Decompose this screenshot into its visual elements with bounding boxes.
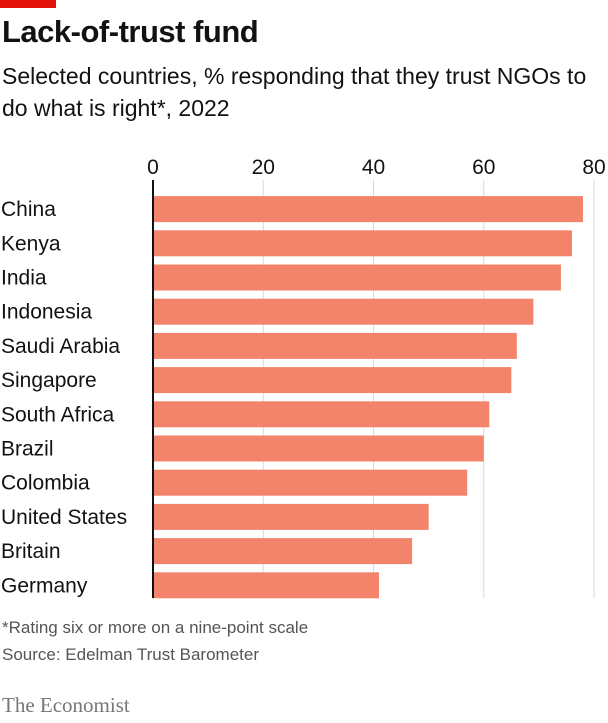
economist-logo: The Economist [2,693,130,717]
category-label: Brazil [1,438,54,461]
tick-label: 40 [362,156,385,179]
category-label: Singapore [1,369,97,392]
accent-bar [0,0,56,8]
tick-label: 60 [472,156,495,179]
bar [153,230,572,257]
category-label: Britain [1,540,61,563]
bar [153,503,429,530]
bar [153,572,380,599]
bar [153,367,512,394]
source-note: Source: Edelman Trust Barometer [2,645,260,664]
bar-chart: 0 20 40 60 80 China Kenya India Indonesia Saudi A… [1,156,606,599]
category-label: South Africa [1,403,115,426]
category-label: India [1,267,47,290]
tick-label: 80 [582,156,605,179]
bar [153,401,490,428]
bar [153,332,517,359]
bar [153,435,484,462]
category-label: Saudi Arabia [1,335,120,358]
chart-title: Lack-of-trust fund [2,14,259,49]
footnote: *Rating six or more on a nine-point scal… [2,614,308,668]
bar [153,298,534,325]
category-label: Colombia [1,472,90,495]
tick-label: 20 [252,156,275,179]
category-label: Indonesia [1,301,92,324]
bar [153,196,583,223]
bar [153,538,413,565]
bar [153,264,561,291]
category-label: China [1,198,56,221]
category-label: Germany [1,574,88,597]
category-label: United States [1,506,127,529]
chart-subtitle: Selected countries, % responding that th… [2,63,587,121]
tick-label: 0 [147,156,159,179]
footnote-note: *Rating six or more on a nine-point scal… [2,618,309,637]
bar [153,469,468,496]
category-label: Kenya [1,232,61,255]
